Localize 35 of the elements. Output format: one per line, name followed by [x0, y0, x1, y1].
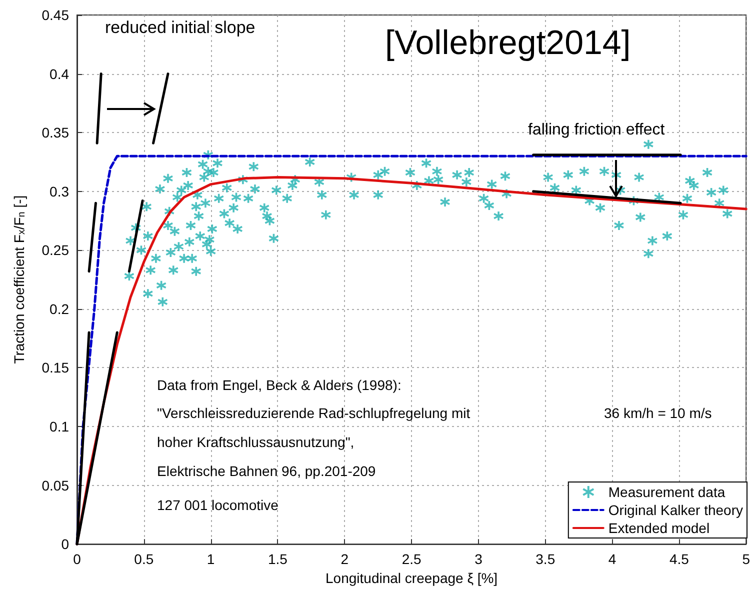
x-tick-label: 0: [73, 551, 82, 568]
y-tick-label: 0.05: [42, 477, 70, 494]
y-tick-label: 0.4: [50, 66, 70, 82]
annotation: [Vollebregt2014]: [385, 24, 631, 62]
y-tick-label: 0.25: [42, 242, 70, 258]
y-tick-label: 0.1: [50, 418, 70, 435]
annotation: 127 001 locomotive: [157, 497, 279, 513]
x-tick-label: 0.5: [134, 551, 154, 568]
annotation: falling friction effect: [528, 122, 666, 138]
annotation: "Verschleissreduzierende Rad-schlupfregelung mit: [157, 405, 470, 421]
x-tick-label: 3.5: [536, 551, 556, 568]
x-tick-label: 1: [206, 551, 215, 568]
x-axis-title: Longitudinal creepage ξ [%]: [326, 570, 498, 586]
x-tick-label: 4.5: [669, 551, 690, 568]
y-axis-title: Traction coefficient Fx/Fn [-]: [11, 195, 28, 364]
y-tick-label: 0.45: [42, 7, 70, 23]
x-tick-label: 5: [742, 551, 750, 568]
annotation: 36 km/h = 10 m/s: [604, 405, 712, 421]
x-tick-label: 4: [608, 551, 616, 568]
x-tick-label: 2.5: [402, 551, 422, 568]
x-tick-label: 1.5: [268, 551, 288, 568]
legend-label: Measurement data: [608, 484, 726, 500]
y-tick-label: 0.2: [50, 300, 70, 317]
legend-label: Original Kalker theory: [608, 502, 744, 518]
annotation: reduced initial slope: [105, 18, 256, 37]
y-tick-label: 0.15: [42, 360, 70, 376]
x-tick-label: 2: [340, 551, 349, 568]
x-tick-label: 3: [474, 551, 483, 568]
annotation: Data from Engel, Beck & Alders (1998):: [157, 377, 402, 393]
annotation: Elektrische Bahnen 96, pp.201-209: [157, 463, 376, 479]
annotation: hoher Kraftschlussausnutzung",: [157, 434, 354, 450]
y-tick-label: 0.35: [42, 124, 70, 141]
y-tick-label: 0.3: [50, 183, 70, 200]
y-tick-label: 0: [61, 536, 70, 552]
legend-label: Extended model: [608, 520, 710, 536]
